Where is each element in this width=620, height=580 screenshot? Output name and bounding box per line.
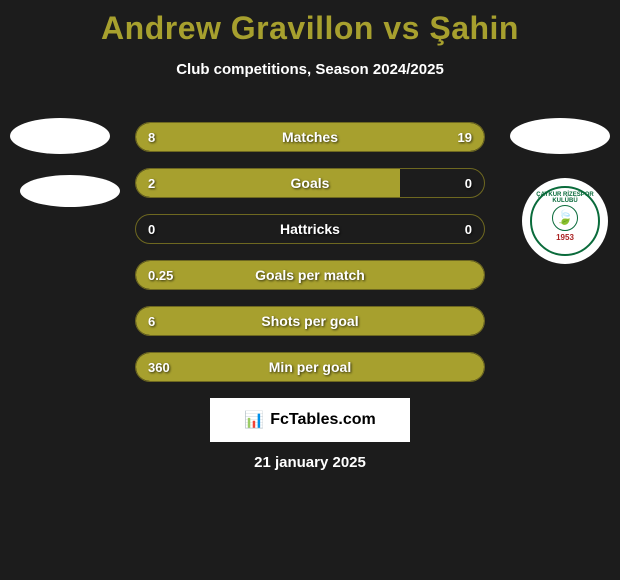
subtitle: Club competitions, Season 2024/2025 <box>0 61 620 78</box>
stat-row: 00Hattricks <box>135 214 485 244</box>
stat-label: Shots per goal <box>136 307 484 335</box>
club-badge-arc-text: ÇAYKUR RİZESPOR KULÜBÜ <box>532 192 598 204</box>
stat-label: Goals <box>136 169 484 197</box>
club-badge-leaf-icon: 🍃 <box>552 205 578 231</box>
site-badge: 📊 FcTables.com <box>210 398 410 442</box>
stats-bars-container: 819Matches 20Goals 00Hattricks 0.25Goals pe… <box>135 122 485 398</box>
club-badge-year: 1953 <box>556 233 574 242</box>
player2-club-badge: ÇAYKUR RİZESPOR KULÜBÜ 🍃 1953 <box>522 178 608 264</box>
stat-label: Min per goal <box>136 353 484 381</box>
player2-name: Şahin <box>429 10 519 46</box>
chart-icon: 📊 <box>244 410 264 430</box>
stat-row: 0.25Goals per match <box>135 260 485 290</box>
comparison-title: Andrew Gravillon vs Şahin <box>0 0 620 47</box>
stat-label: Matches <box>136 123 484 151</box>
stat-row: 20Goals <box>135 168 485 198</box>
player1-avatar-placeholder <box>10 118 110 154</box>
stat-label: Goals per match <box>136 261 484 289</box>
stat-row: 360Min per goal <box>135 352 485 382</box>
date-text: 21 january 2025 <box>0 454 620 471</box>
vs-text: vs <box>383 10 420 46</box>
player2-avatar-placeholder <box>510 118 610 154</box>
player1-club-placeholder <box>20 175 120 207</box>
player1-name: Andrew Gravillon <box>101 10 374 46</box>
stat-label: Hattricks <box>136 215 484 243</box>
site-name: FcTables.com <box>270 411 376 429</box>
stat-row: 6Shots per goal <box>135 306 485 336</box>
stat-row: 819Matches <box>135 122 485 152</box>
club-badge-inner: ÇAYKUR RİZESPOR KULÜBÜ 🍃 1953 <box>530 186 600 256</box>
